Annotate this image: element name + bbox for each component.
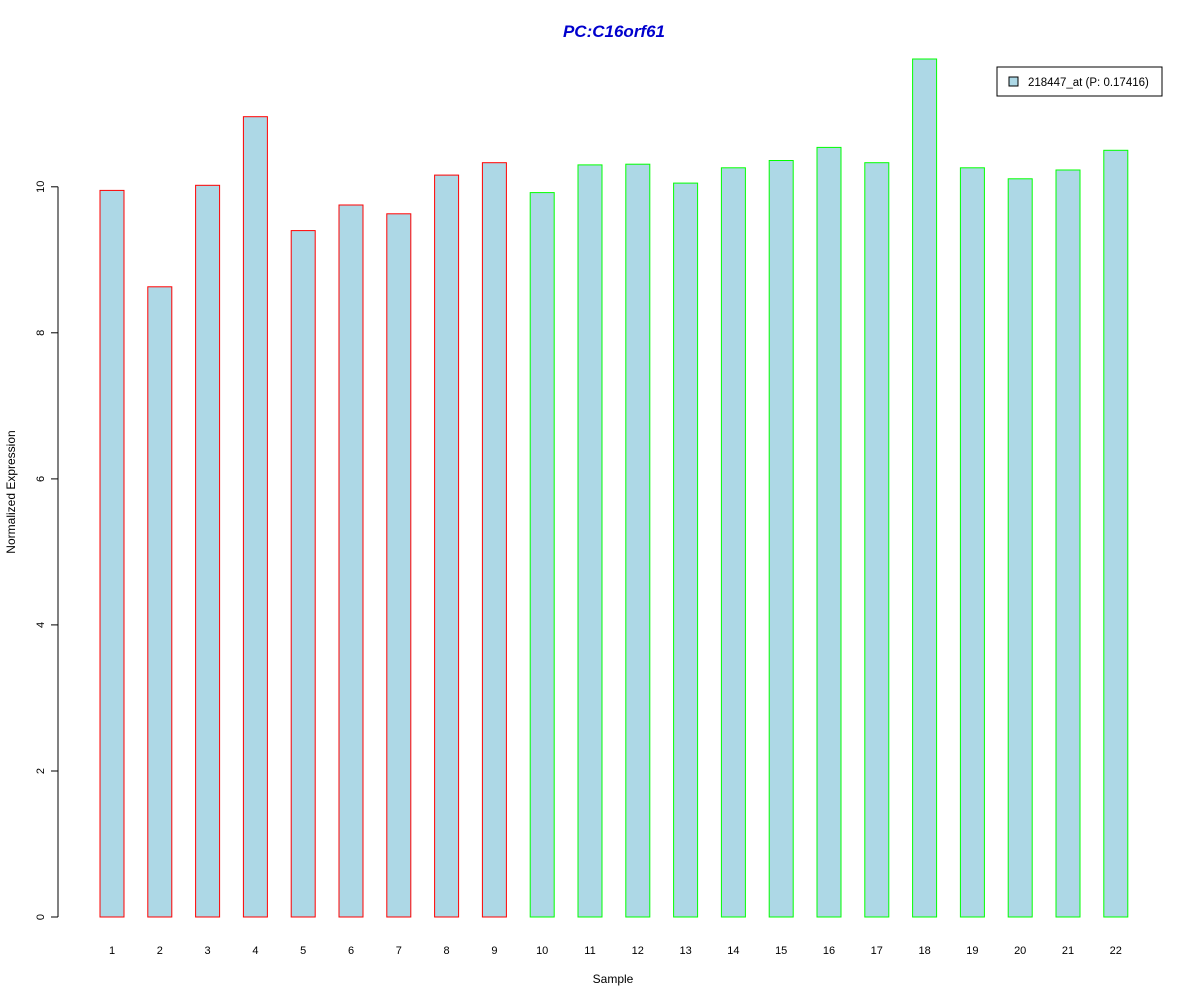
bar (577, 164, 603, 918)
legend-entry: 218447_at (P: 0.17416) (1028, 77, 1149, 89)
y-tick-label: 6 (35, 476, 47, 482)
bar (338, 204, 364, 918)
y-tick-label: 8 (35, 330, 47, 336)
x-tick-label: 19 (966, 945, 978, 957)
bar (720, 167, 746, 918)
bar (673, 182, 699, 918)
y-tick-label: 2 (35, 768, 47, 774)
x-tick-label: 9 (491, 945, 497, 957)
bar (816, 146, 842, 918)
bars-group (99, 58, 1129, 918)
bar (912, 58, 938, 918)
bar (959, 167, 985, 918)
bar (195, 184, 221, 918)
bar (434, 174, 460, 918)
x-tick-label: 1 (109, 945, 115, 957)
y-tick-label: 10 (35, 181, 47, 193)
x-tick-label: 11 (584, 945, 595, 957)
bar (242, 116, 268, 918)
bar (625, 163, 651, 918)
legend-box (996, 66, 1163, 97)
x-tick-label: 18 (918, 945, 930, 957)
x-tick-label: 6 (348, 945, 354, 957)
x-tick-label: 5 (300, 945, 306, 957)
y-tick-label: 4 (35, 622, 47, 628)
y-tick-label: 0 (35, 914, 47, 920)
legend-swatch (1008, 76, 1019, 87)
bar (1055, 169, 1081, 918)
x-tick-label: 20 (1014, 945, 1026, 957)
bar (99, 189, 125, 918)
x-tick-label: 22 (1110, 945, 1122, 957)
bar (1007, 178, 1033, 918)
x-tick-label: 17 (871, 945, 883, 957)
x-tick-label: 2 (157, 945, 163, 957)
bar (481, 162, 507, 918)
x-tick-label: 14 (727, 945, 739, 957)
bar (864, 162, 890, 918)
legend: 218447_at (P: 0.17416) (996, 66, 1163, 97)
x-tick-label: 10 (536, 945, 548, 957)
x-tick-label: 7 (396, 945, 402, 957)
y-axis-label: Normalized Expression (4, 430, 18, 553)
bar (529, 192, 555, 918)
x-axis-label: Sample (593, 972, 634, 986)
bar (1103, 149, 1129, 918)
x-tick-label: 15 (775, 945, 787, 957)
x-tick-label: 12 (632, 945, 644, 957)
x-tick-label: 21 (1062, 945, 1074, 957)
chart-title: PC:C16orf61 (563, 22, 665, 41)
x-tick-label: 4 (252, 945, 258, 957)
bar (290, 230, 316, 918)
x-tick-label: 8 (444, 945, 450, 957)
x-tick-label: 3 (205, 945, 211, 957)
bar (768, 160, 794, 918)
x-tick-label: 13 (679, 945, 691, 957)
x-axis-tick-labels: 1 2 3 4 5 6 7 8 9 10 11 12 13 14 15 16 17 18 19 20 21 22 (109, 945, 1122, 957)
x-tick-label: 16 (823, 945, 835, 957)
bar (147, 286, 173, 918)
y-axis: 0 2 4 6 8 10 (35, 181, 59, 920)
bar (386, 213, 412, 918)
